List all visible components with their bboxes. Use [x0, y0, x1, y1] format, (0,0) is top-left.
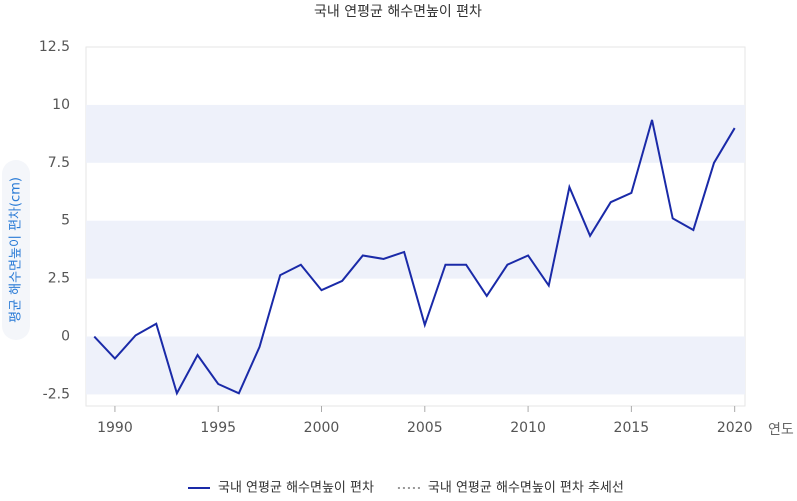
- grid-band: [86, 104, 745, 163]
- chart-title: 국내 연평균 해수면높이 편차: [314, 4, 482, 20]
- y-tick-label: 0: [61, 329, 70, 345]
- y-tick-label: 5: [61, 213, 70, 229]
- y-tick-label: 2.5: [48, 271, 70, 287]
- x-tick-label: 1995: [200, 420, 236, 436]
- legend-label: 국내 연평균 해수면높이 편차: [218, 481, 374, 496]
- y-tick-label: 7.5: [48, 155, 70, 171]
- x-tick-label: 2005: [407, 420, 443, 436]
- series-line: [93, 119, 736, 396]
- legend-label: 국내 연평균 해수면높이 편차 추세선: [428, 481, 624, 496]
- grid-band: [86, 336, 745, 395]
- grid-band: [86, 220, 745, 279]
- x-tick-label: 2000: [304, 420, 340, 436]
- y-label-bg: [2, 160, 30, 340]
- x-tick-label: 1990: [97, 420, 133, 436]
- y-axis-label: 평균 해수면높이 편차(cm): [9, 177, 24, 323]
- y-tick-label: -2.5: [43, 386, 70, 402]
- x-tick-label: 2010: [510, 420, 546, 436]
- y-tick-label: 12.5: [39, 39, 70, 55]
- x-tick-label: 2020: [717, 420, 753, 436]
- y-tick-label: 10: [52, 97, 70, 113]
- x-axis-label: 연도: [768, 422, 794, 438]
- x-tick-label: 2015: [614, 420, 650, 436]
